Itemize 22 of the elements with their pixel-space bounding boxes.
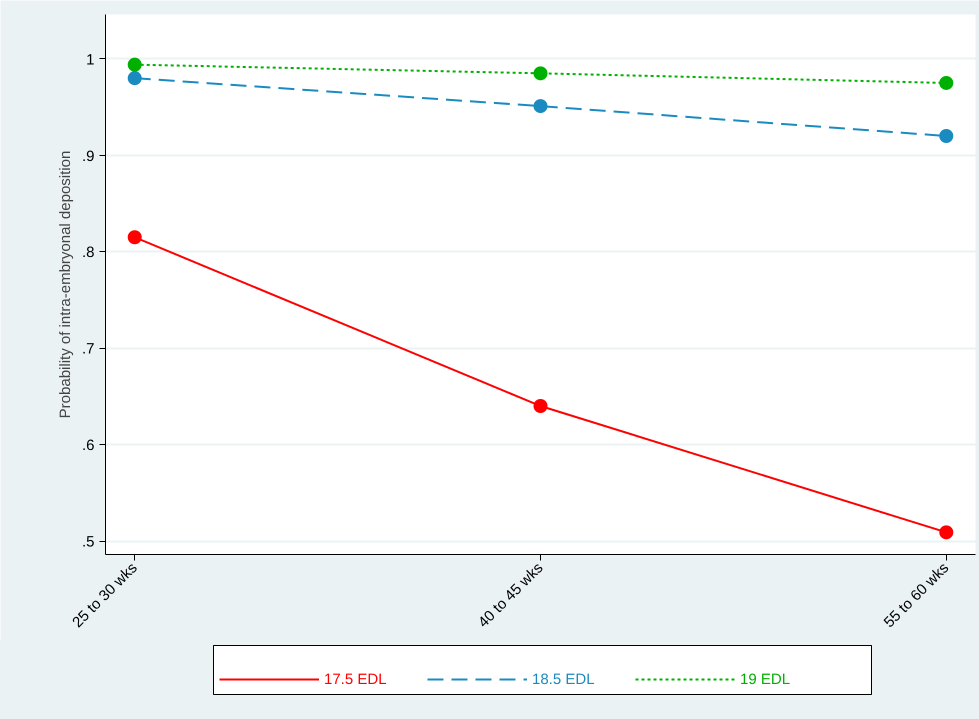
y-tick-label: 1: [86, 51, 94, 68]
point: [534, 99, 548, 114]
point: [128, 71, 142, 86]
text: 18.5 EDL: [532, 670, 595, 688]
y-tick-label: .8: [82, 244, 95, 262]
text: 19 EDL: [740, 670, 790, 688]
x-tick-label: 55 to 60 wks: [880, 559, 952, 632]
x-tick-label: 25 to 30 wks: [69, 559, 141, 632]
point: [128, 230, 142, 244]
y-tick-label: .7: [82, 340, 95, 358]
text: 17.5 EDL: [324, 670, 387, 688]
point: [128, 58, 142, 72]
y-axis-title: Probability of intra-embryonal deposition: [56, 150, 74, 418]
point: [939, 76, 954, 90]
point: [534, 66, 548, 80]
y-tick-label: .9: [82, 148, 95, 165]
point: [939, 129, 954, 143]
point: [534, 399, 548, 413]
y-tick-label: .5: [82, 534, 95, 550]
point: [939, 525, 954, 540]
y-tick-label: .6: [82, 437, 95, 454]
x-tick-label: 40 to 45 wks: [474, 559, 547, 632]
